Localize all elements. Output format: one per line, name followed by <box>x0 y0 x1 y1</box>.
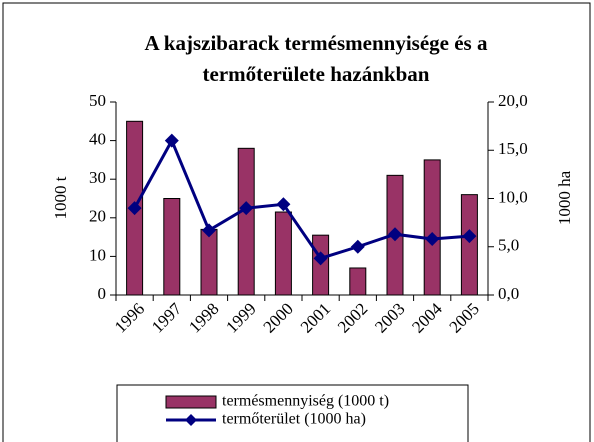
legend-label: termésmennyiség (1000 t) <box>222 393 389 410</box>
bar <box>460 194 478 296</box>
legend-box <box>116 384 469 442</box>
y-tick-label: 40 <box>89 130 106 149</box>
chart-title: termőterülete hazánkban <box>203 62 430 86</box>
line-marker <box>239 201 254 216</box>
y-tick-label: 50 <box>89 91 106 110</box>
bar <box>349 267 367 296</box>
bar <box>274 211 292 296</box>
line-marker <box>462 229 477 244</box>
legend-label: termőterület (1000 ha) <box>222 411 366 428</box>
line-marker <box>313 251 328 266</box>
bar <box>423 159 441 296</box>
y2-tick-label: 15,0 <box>498 139 528 158</box>
line-marker <box>127 201 142 216</box>
line-marker <box>164 133 179 148</box>
line-marker <box>276 197 291 212</box>
y-tick-label: 10 <box>89 245 106 264</box>
legend-marker <box>185 414 197 426</box>
y2-tick-label: 20,0 <box>498 91 528 110</box>
line-marker <box>425 232 440 247</box>
line-marker <box>202 223 216 238</box>
y2-tick-label: 10,0 <box>498 187 528 206</box>
line-marker <box>388 227 402 242</box>
y-tick-label: 0 <box>98 284 107 303</box>
line-marker <box>350 239 365 254</box>
bar <box>163 198 181 296</box>
line <box>133 137 470 261</box>
y2-tick-label: 5,0 <box>498 236 519 255</box>
y-tick-label: 30 <box>89 168 106 187</box>
y2-tick-label: 0,0 <box>498 284 519 303</box>
y-axis-label: 1000 t <box>51 176 70 219</box>
y2-axis-label: 1000 ha <box>555 170 574 225</box>
chart-title: A kajszibarack termésmennyisége és a <box>145 31 488 55</box>
bar <box>237 147 255 296</box>
y-tick-label: 20 <box>89 207 106 226</box>
legend-swatch <box>165 395 217 409</box>
bar <box>200 228 218 296</box>
